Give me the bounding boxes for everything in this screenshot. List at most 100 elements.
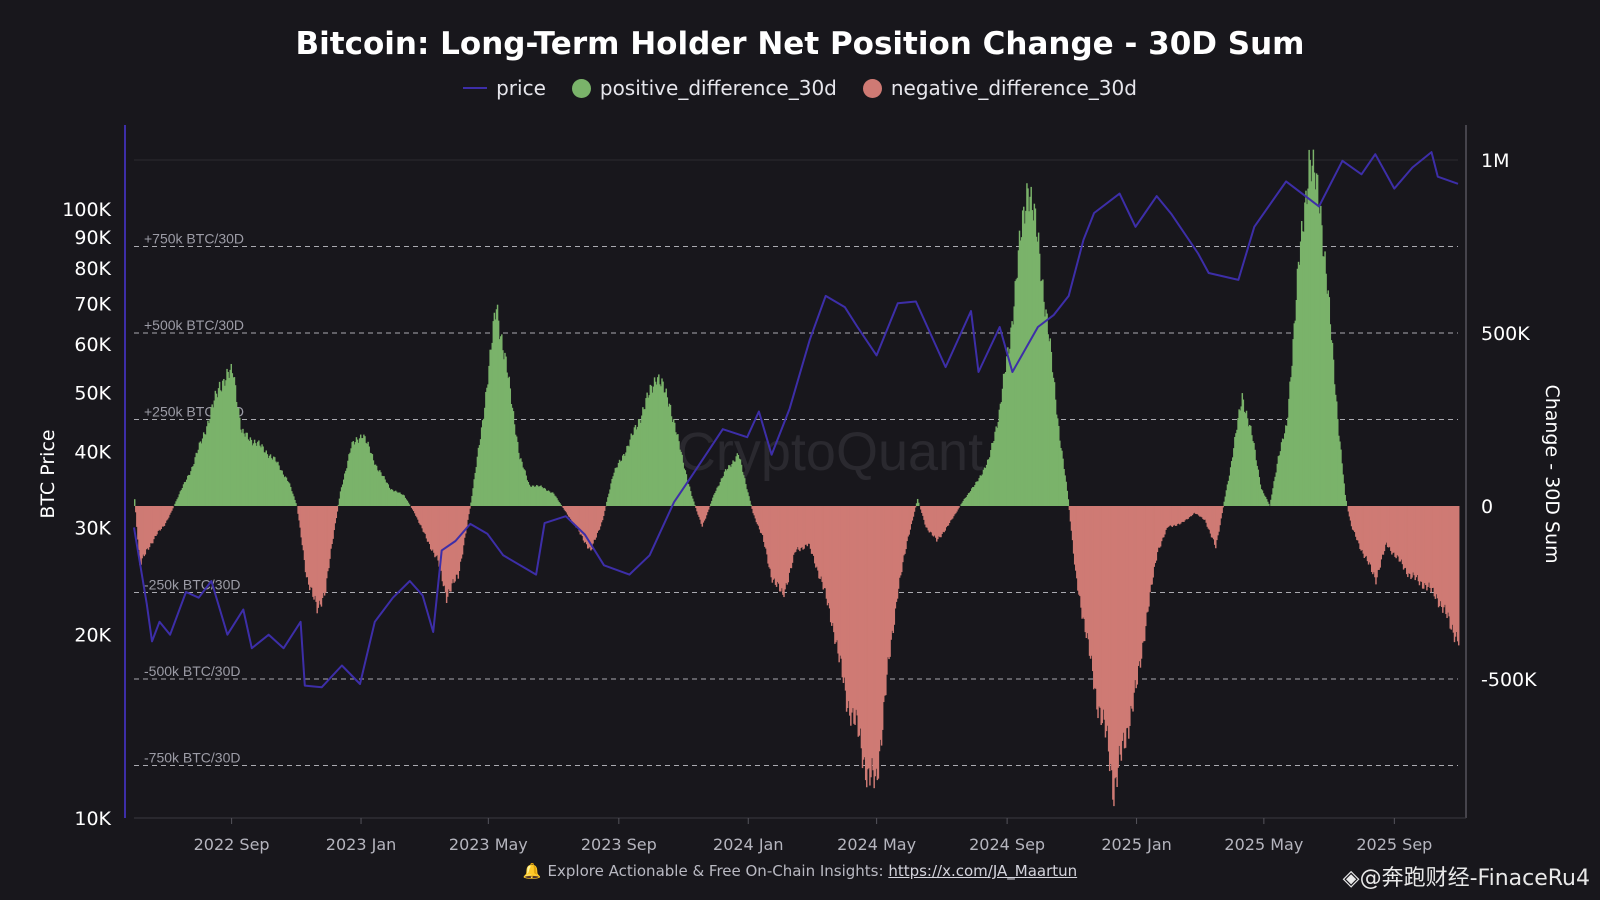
legend-item-price[interactable]: price — [463, 76, 546, 100]
negative-bar — [166, 506, 169, 520]
positive-bar — [294, 499, 296, 506]
negative-bar — [1091, 506, 1094, 672]
positive-bar — [732, 460, 734, 506]
negative-bar — [143, 506, 146, 557]
negative-bar — [163, 506, 166, 526]
positive-bar — [999, 403, 1002, 506]
negative-bar — [1137, 506, 1140, 666]
negative-bar — [1447, 506, 1449, 613]
positive-bar — [1333, 384, 1336, 506]
positive-bar — [1048, 341, 1050, 506]
positive-bar — [399, 492, 401, 506]
footer-text: Explore Actionable & Free On-Chain Insig… — [547, 862, 884, 880]
positive-bar — [1229, 467, 1232, 506]
price-line-swatch — [463, 87, 488, 89]
positive-bar — [1232, 457, 1234, 506]
left-tick-label: 90K — [74, 227, 111, 249]
positive-bar — [1280, 442, 1283, 506]
positive-bar — [671, 422, 674, 506]
positive-bar — [1032, 220, 1035, 506]
negative-bar — [154, 506, 156, 536]
chart-title: Bitcoin: Long-Term Holder Net Position C… — [295, 26, 1305, 62]
negative-bar — [1450, 506, 1453, 630]
positive-bar — [185, 479, 188, 506]
positive-bar — [292, 493, 294, 506]
positive-bar — [476, 456, 479, 506]
negative-bar — [1130, 506, 1132, 706]
negative-bar — [802, 506, 804, 550]
negative-bar — [920, 506, 922, 510]
negative-bar — [167, 506, 170, 518]
negative-bar — [1199, 506, 1201, 517]
negative-bar — [890, 506, 892, 640]
positive-bar — [634, 425, 637, 506]
negative-bar — [1125, 506, 1128, 729]
negative-bar — [808, 506, 811, 544]
positive-bar — [1031, 210, 1033, 506]
positive-bar — [258, 440, 260, 506]
positive-bar — [371, 454, 374, 506]
positive-bar — [1257, 469, 1259, 506]
positive-bar — [222, 380, 224, 506]
positive-bar — [278, 465, 280, 506]
positive-bar — [993, 440, 995, 506]
footer-link[interactable]: https://x.com/JA_Maartun — [888, 862, 1078, 880]
negative-bar — [171, 506, 173, 511]
positive-bar — [1339, 441, 1341, 506]
positive-bar — [1298, 264, 1301, 506]
negative-bar — [589, 506, 591, 548]
negative-bar — [861, 506, 864, 769]
negative-bar — [1424, 506, 1426, 584]
negative-bar — [1396, 506, 1398, 556]
negative-bar — [159, 506, 161, 531]
positive-bar — [1307, 188, 1309, 506]
negative-bar — [875, 506, 878, 769]
positive-bar — [675, 432, 677, 506]
positive-bar — [711, 500, 713, 506]
negative-bar — [595, 506, 597, 538]
negative-bar — [1209, 506, 1212, 534]
positive-bar — [380, 472, 382, 506]
positive-bar — [353, 444, 356, 506]
positive-bar — [241, 432, 243, 506]
positive-bar — [1053, 382, 1056, 506]
negative-bar — [1220, 506, 1222, 519]
negative-bar — [1393, 506, 1395, 553]
negative-bar — [1185, 506, 1187, 520]
negative-bar — [1145, 506, 1147, 627]
legend-item-negative[interactable]: negative_difference_30d — [862, 76, 1137, 100]
negative-bar — [578, 506, 580, 532]
negative-bar — [816, 506, 818, 567]
positive-bar — [510, 404, 513, 506]
negative-bar — [956, 506, 958, 512]
negative-bar — [575, 506, 577, 528]
negative-bar — [799, 506, 801, 552]
negative-bar — [779, 506, 781, 592]
positive-bar — [536, 484, 538, 506]
negative-bar — [809, 506, 812, 549]
positive-bar — [713, 494, 715, 506]
negative-bar — [833, 506, 835, 633]
negative-bar — [136, 506, 138, 527]
positive-bar — [610, 483, 612, 506]
negative-bar — [434, 506, 436, 558]
negative-bar — [1163, 506, 1165, 538]
negative-bar — [958, 506, 960, 508]
positive-bar — [916, 498, 919, 506]
left-tick-label: 10K — [74, 808, 111, 830]
negative-bar — [912, 506, 915, 517]
negative-bar — [603, 506, 606, 511]
positive-bar — [744, 478, 746, 506]
positive-bar — [538, 486, 540, 506]
negative-bar — [1183, 506, 1185, 522]
positive-bar — [998, 409, 1001, 506]
legend-item-positive[interactable]: positive_difference_30d — [571, 76, 837, 100]
negative-bar — [438, 506, 440, 567]
negative-bar — [429, 506, 432, 550]
positive-bar — [1299, 241, 1302, 506]
positive-bar — [722, 476, 725, 506]
positive-bar — [629, 439, 631, 506]
negative-bar — [887, 506, 889, 658]
positive-bar — [357, 442, 360, 506]
negative-bar — [466, 506, 468, 528]
